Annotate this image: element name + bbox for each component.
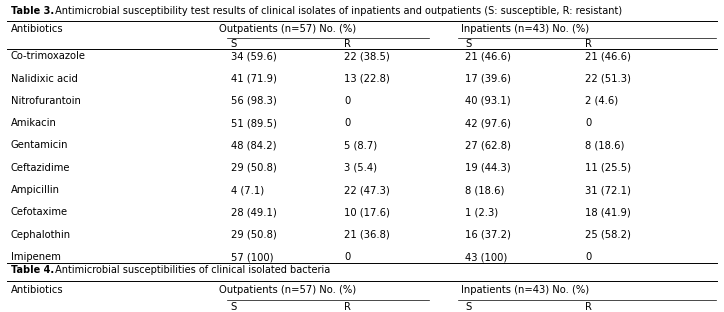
Text: Cephalothin: Cephalothin (11, 230, 71, 240)
Text: 3 (5.4): 3 (5.4) (345, 163, 377, 173)
Text: S: S (231, 302, 237, 312)
Text: 22 (47.3): 22 (47.3) (345, 185, 390, 195)
Text: 4 (7.1): 4 (7.1) (231, 185, 264, 195)
Text: Antibiotics: Antibiotics (11, 24, 64, 34)
Text: Amikacin: Amikacin (11, 118, 56, 128)
Text: 29 (50.8): 29 (50.8) (231, 163, 277, 173)
Text: Cefotaxime: Cefotaxime (11, 207, 68, 217)
Text: 16 (37.2): 16 (37.2) (465, 230, 510, 240)
Text: 5 (8.7): 5 (8.7) (345, 140, 377, 150)
Text: 19 (44.3): 19 (44.3) (465, 163, 510, 173)
Text: 0: 0 (345, 118, 350, 128)
Text: R: R (345, 39, 351, 49)
Text: R: R (345, 302, 351, 312)
Text: Gentamicin: Gentamicin (11, 140, 68, 150)
Text: 22 (38.5): 22 (38.5) (345, 51, 390, 61)
Text: Ceftazidime: Ceftazidime (11, 163, 70, 173)
Text: 21 (36.8): 21 (36.8) (345, 230, 390, 240)
Text: Outpatients (n=57) No. (%): Outpatients (n=57) No. (%) (219, 285, 356, 295)
Text: 10 (17.6): 10 (17.6) (345, 207, 390, 217)
Text: 0: 0 (586, 252, 592, 262)
Text: 51 (89.5): 51 (89.5) (231, 118, 277, 128)
Text: 13 (22.8): 13 (22.8) (345, 74, 390, 84)
Text: 41 (71.9): 41 (71.9) (231, 74, 277, 84)
Text: 28 (49.1): 28 (49.1) (231, 207, 277, 217)
Text: 57 (100): 57 (100) (231, 252, 273, 262)
Text: 18 (41.9): 18 (41.9) (586, 207, 631, 217)
Text: 21 (46.6): 21 (46.6) (586, 51, 631, 61)
Text: 8 (18.6): 8 (18.6) (465, 185, 504, 195)
Text: S: S (231, 39, 237, 49)
Text: Table 4.: Table 4. (11, 265, 54, 275)
Text: Inpatients (n=43) No. (%): Inpatients (n=43) No. (%) (461, 24, 589, 34)
Text: 2 (4.6): 2 (4.6) (586, 96, 618, 106)
Text: 34 (59.6): 34 (59.6) (231, 51, 277, 61)
Text: 21 (46.6): 21 (46.6) (465, 51, 510, 61)
Text: 43 (100): 43 (100) (465, 252, 507, 262)
Text: Table 3.: Table 3. (11, 6, 54, 16)
Text: 17 (39.6): 17 (39.6) (465, 74, 510, 84)
Text: S: S (465, 302, 471, 312)
Text: 25 (58.2): 25 (58.2) (586, 230, 631, 240)
Text: Antimicrobial susceptibilities of clinical isolated bacteria: Antimicrobial susceptibilities of clinic… (52, 265, 330, 275)
Text: Antibiotics: Antibiotics (11, 285, 64, 295)
Text: 31 (72.1): 31 (72.1) (586, 185, 631, 195)
Text: Inpatients (n=43) No. (%): Inpatients (n=43) No. (%) (461, 285, 589, 295)
Text: 0: 0 (345, 252, 350, 262)
Text: 29 (50.8): 29 (50.8) (231, 230, 277, 240)
Text: 56 (98.3): 56 (98.3) (231, 96, 277, 106)
Text: 0: 0 (345, 96, 350, 106)
Text: 42 (97.6): 42 (97.6) (465, 118, 510, 128)
Text: Imipenem: Imipenem (11, 252, 61, 262)
Text: 27 (62.8): 27 (62.8) (465, 140, 510, 150)
Text: Nalidixic acid: Nalidixic acid (11, 74, 77, 84)
Text: Co-trimoxazole: Co-trimoxazole (11, 51, 85, 61)
Text: Antimicrobial susceptibility test results of clinical isolates of inpatients and: Antimicrobial susceptibility test result… (52, 6, 622, 16)
Text: Nitrofurantoin: Nitrofurantoin (11, 96, 80, 106)
Text: 8 (18.6): 8 (18.6) (586, 140, 625, 150)
Text: Outpatients (n=57) No. (%): Outpatients (n=57) No. (%) (219, 24, 356, 34)
Text: 1 (2.3): 1 (2.3) (465, 207, 498, 217)
Text: S: S (465, 39, 471, 49)
Text: R: R (586, 39, 592, 49)
Text: 40 (93.1): 40 (93.1) (465, 96, 510, 106)
Text: 22 (51.3): 22 (51.3) (586, 74, 631, 84)
Text: 0: 0 (586, 118, 592, 128)
Text: 48 (84.2): 48 (84.2) (231, 140, 277, 150)
Text: Ampicillin: Ampicillin (11, 185, 60, 195)
Text: 11 (25.5): 11 (25.5) (586, 163, 631, 173)
Text: R: R (586, 302, 592, 312)
